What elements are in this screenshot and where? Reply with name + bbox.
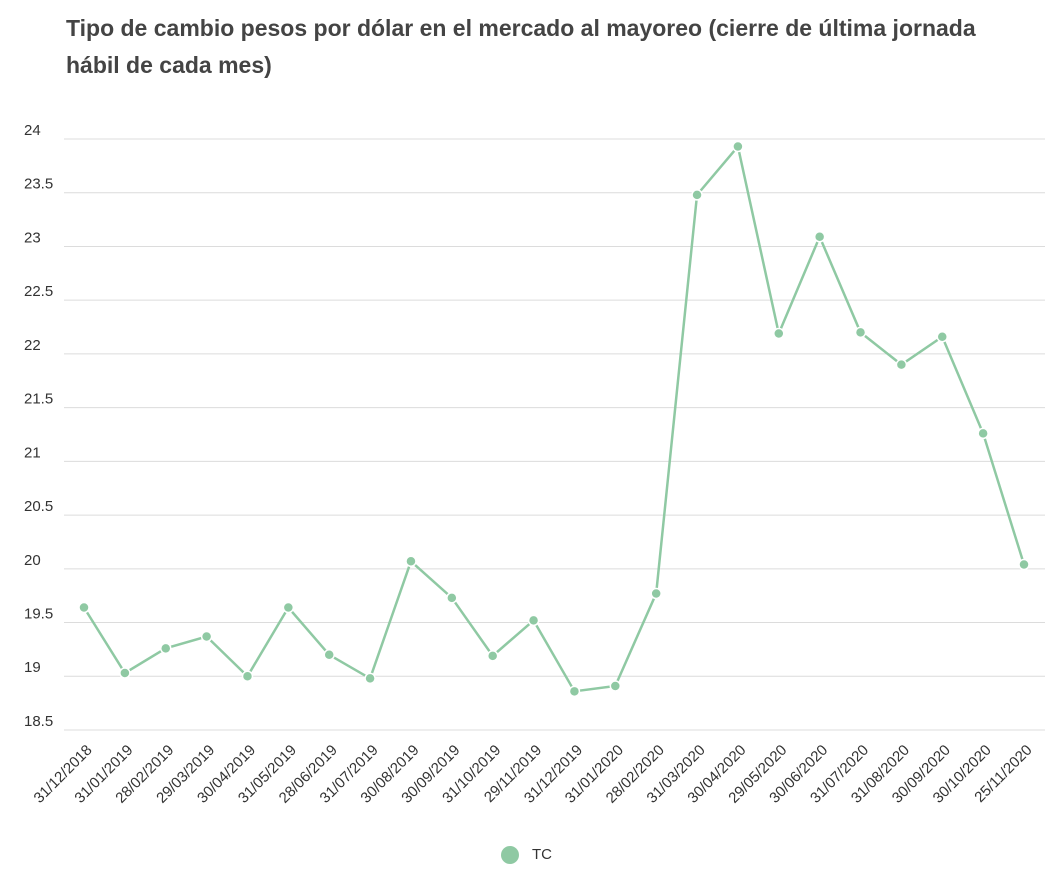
data-point [241,670,254,683]
data-point [650,587,662,600]
y-tick-label: 22 [24,337,41,354]
data-point [568,685,581,698]
chart-title: Tipo de cambio pesos por dólar en el mer… [66,15,976,78]
data-point [732,140,744,153]
legend-label: TC [532,846,552,863]
data-point [78,601,90,614]
legend-marker [501,846,519,864]
data-point [691,189,703,201]
data-point [364,672,376,685]
data-point [405,555,417,568]
data-point [323,649,335,661]
y-tick-label: 23 [24,229,41,246]
data-point [1018,558,1030,571]
y-tick-label: 24 [24,122,41,139]
series-line [82,143,1026,693]
data-point [486,650,499,662]
y-tick-label: 22.5 [24,283,53,300]
data-point [854,326,867,339]
data-point [773,327,785,340]
y-tick-label: 18.5 [24,713,53,730]
data-point [119,667,131,679]
data-point [282,601,295,614]
data-point [895,358,908,371]
data-point [159,642,172,655]
y-tick-label: 23.5 [24,176,53,193]
y-tick-label: 20 [24,552,41,569]
data-point [936,330,949,343]
data-point [609,680,622,692]
data-point [200,630,213,643]
data-point [446,592,458,604]
data-point [813,231,826,243]
data-point [977,427,989,440]
y-tick-label: 19 [24,659,41,676]
y-tick-label: 21 [24,444,41,461]
y-tick-label: 19.5 [24,606,53,623]
data-point [527,614,540,627]
y-tick-label: 20.5 [24,498,53,515]
y-tick-label: 21.5 [24,391,53,408]
